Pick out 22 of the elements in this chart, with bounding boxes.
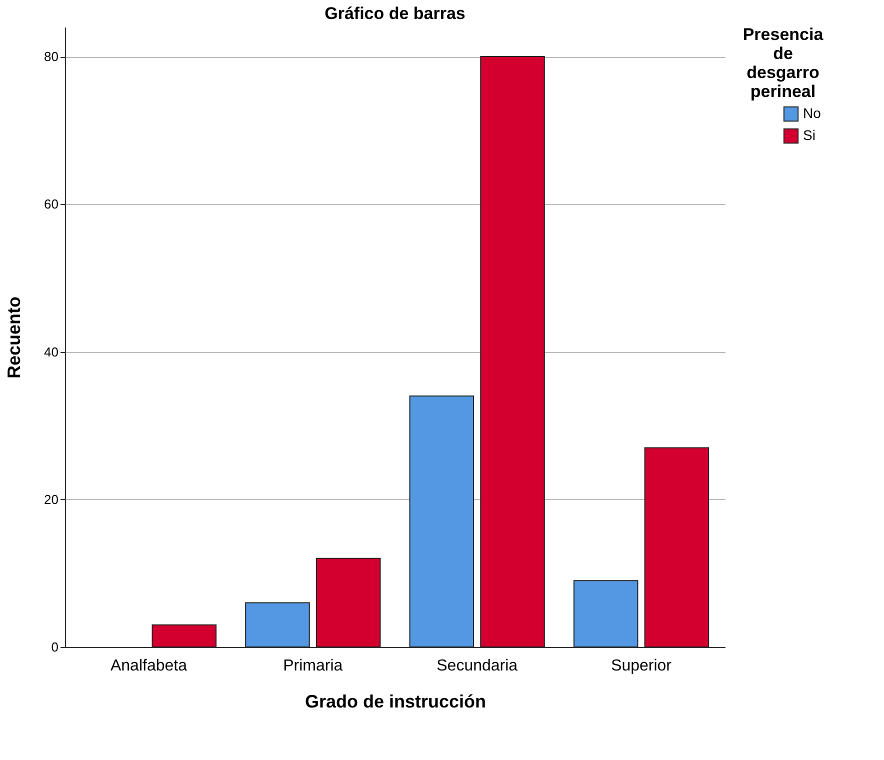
chart-title: Gráfico de barras (324, 4, 466, 23)
y-tick-label: 40 (44, 344, 58, 360)
x-tick-label: Analfabeta (110, 658, 188, 674)
bar (316, 558, 381, 648)
legend-label: No (803, 105, 822, 121)
y-tick-label: 60 (44, 196, 58, 212)
bar (573, 580, 638, 648)
legend-label: Si (803, 127, 816, 143)
y-tick-label: 0 (51, 640, 58, 654)
y-tick-label: 20 (44, 492, 58, 507)
x-tick-label: Secundaria (436, 658, 518, 674)
bar (644, 447, 710, 648)
x-tick-label: Superior (611, 658, 672, 674)
legend-title: Presencia de desgarro perineal (742, 25, 824, 101)
bar (480, 56, 545, 648)
y-tick-label: 80 (44, 49, 58, 64)
y-axis-title: Recuento (4, 296, 24, 379)
x-tick-label: Primaria (283, 658, 343, 674)
x-axis-title: Grado de instrucción (304, 692, 486, 712)
bar (152, 624, 217, 648)
bar (245, 602, 310, 648)
bar (409, 396, 474, 648)
